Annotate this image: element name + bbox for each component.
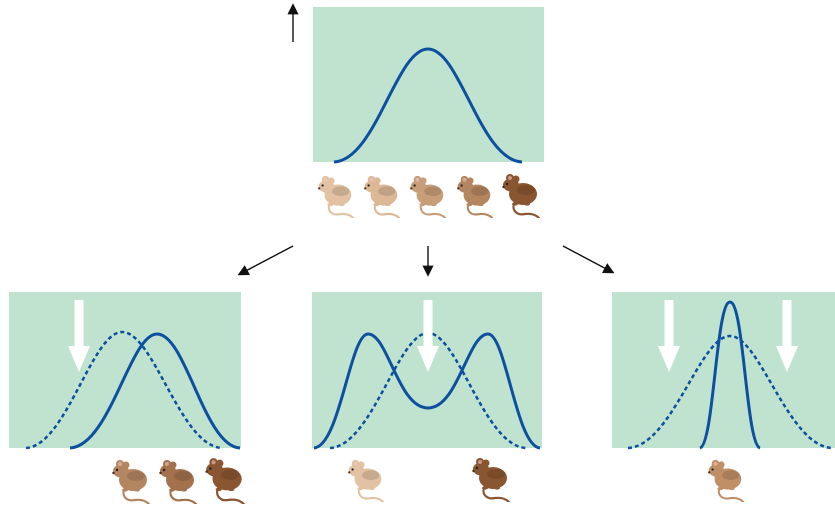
panel-background <box>9 292 241 448</box>
mouse-icon <box>501 172 541 218</box>
directional-mice-row <box>111 456 245 504</box>
mouse-icon <box>456 174 494 218</box>
mouse-icon <box>707 458 745 502</box>
distribution-curve <box>333 47 523 164</box>
mouse-icon <box>363 174 401 218</box>
disruptive-selection-panel <box>312 292 542 450</box>
mouse-icon <box>347 458 385 502</box>
panel-background <box>313 7 544 162</box>
stabilizing-mice-row <box>707 458 745 502</box>
arrow-icon <box>562 245 615 274</box>
selected-distribution-curve <box>313 332 541 450</box>
mouse-icon <box>204 456 245 504</box>
selected-distribution-curve <box>698 300 762 450</box>
mouse-icon <box>471 456 511 502</box>
arrow-icon <box>237 245 294 276</box>
selected-distribution-curve <box>69 332 241 450</box>
directional-selection-panel <box>9 292 241 450</box>
stabilizing-selection-panel <box>612 292 835 450</box>
original-population-panel <box>313 7 544 164</box>
original-distribution-dashed <box>627 334 833 450</box>
disruptive-mice-row <box>347 456 511 502</box>
mouse-icon <box>158 458 198 504</box>
original-distribution-dashed <box>25 330 223 450</box>
mouse-icon <box>317 174 355 218</box>
top-mice-row <box>317 172 541 218</box>
mouse-icon <box>111 458 151 504</box>
mouse-icon <box>409 174 447 218</box>
